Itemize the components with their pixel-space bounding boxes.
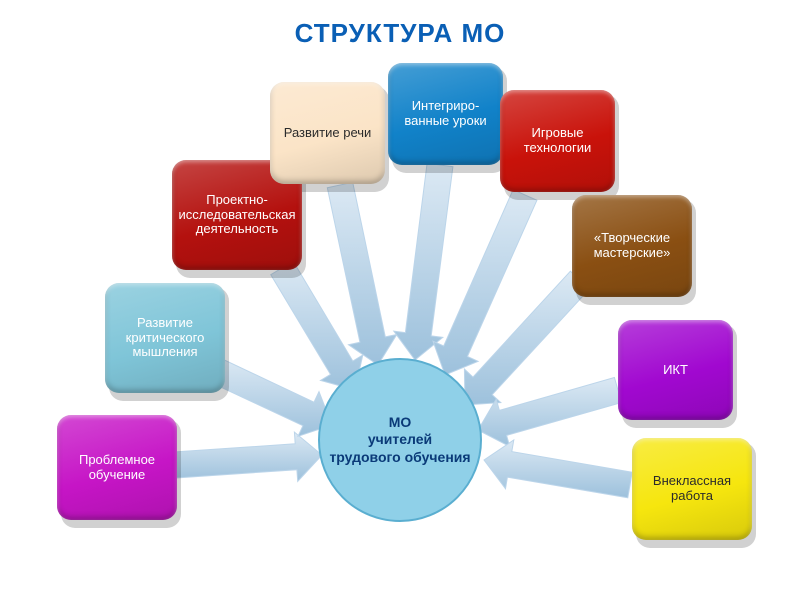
arrow	[478, 378, 622, 447]
arrow	[484, 440, 632, 498]
card-0: Проблемное обучение	[57, 415, 177, 520]
card-6: «Творческие мастерские»	[572, 195, 692, 297]
center-node: МО учителей трудового обучения	[318, 358, 482, 522]
arrow	[327, 182, 397, 365]
card-label: Игровые технологии	[520, 122, 596, 160]
card-8: Внеклассная работа	[632, 438, 752, 540]
page-title: СТРУКТУРА МО	[0, 18, 800, 49]
card-3: Развитие речи	[270, 82, 385, 184]
arrow	[464, 271, 589, 405]
center-node-label: МО учителей трудового обучения	[329, 414, 470, 467]
arrow	[394, 163, 453, 360]
card-label: ИКТ	[659, 359, 692, 382]
card-1: Развитие критического мышления	[105, 283, 225, 393]
card-4: Интегриро- ванные уроки	[388, 63, 503, 165]
card-7: ИКТ	[618, 320, 733, 420]
card-label: Проблемное обучение	[75, 449, 159, 487]
diagram-stage: СТРУКТУРА МО МО учителей трудового обуче…	[0, 0, 800, 600]
card-5: Игровые технологии	[500, 90, 615, 192]
arrow	[174, 432, 322, 481]
card-label: Развитие критического мышления	[122, 312, 209, 365]
card-label: Интегриро- ванные уроки	[400, 95, 490, 133]
card-label: «Творческие мастерские»	[590, 227, 675, 265]
card-label: Развитие речи	[280, 122, 376, 145]
card-label: Проектно- исследовательская деятельность	[174, 189, 299, 242]
arrow	[433, 190, 537, 375]
arrow	[271, 261, 363, 390]
card-label: Внеклассная работа	[649, 470, 735, 508]
